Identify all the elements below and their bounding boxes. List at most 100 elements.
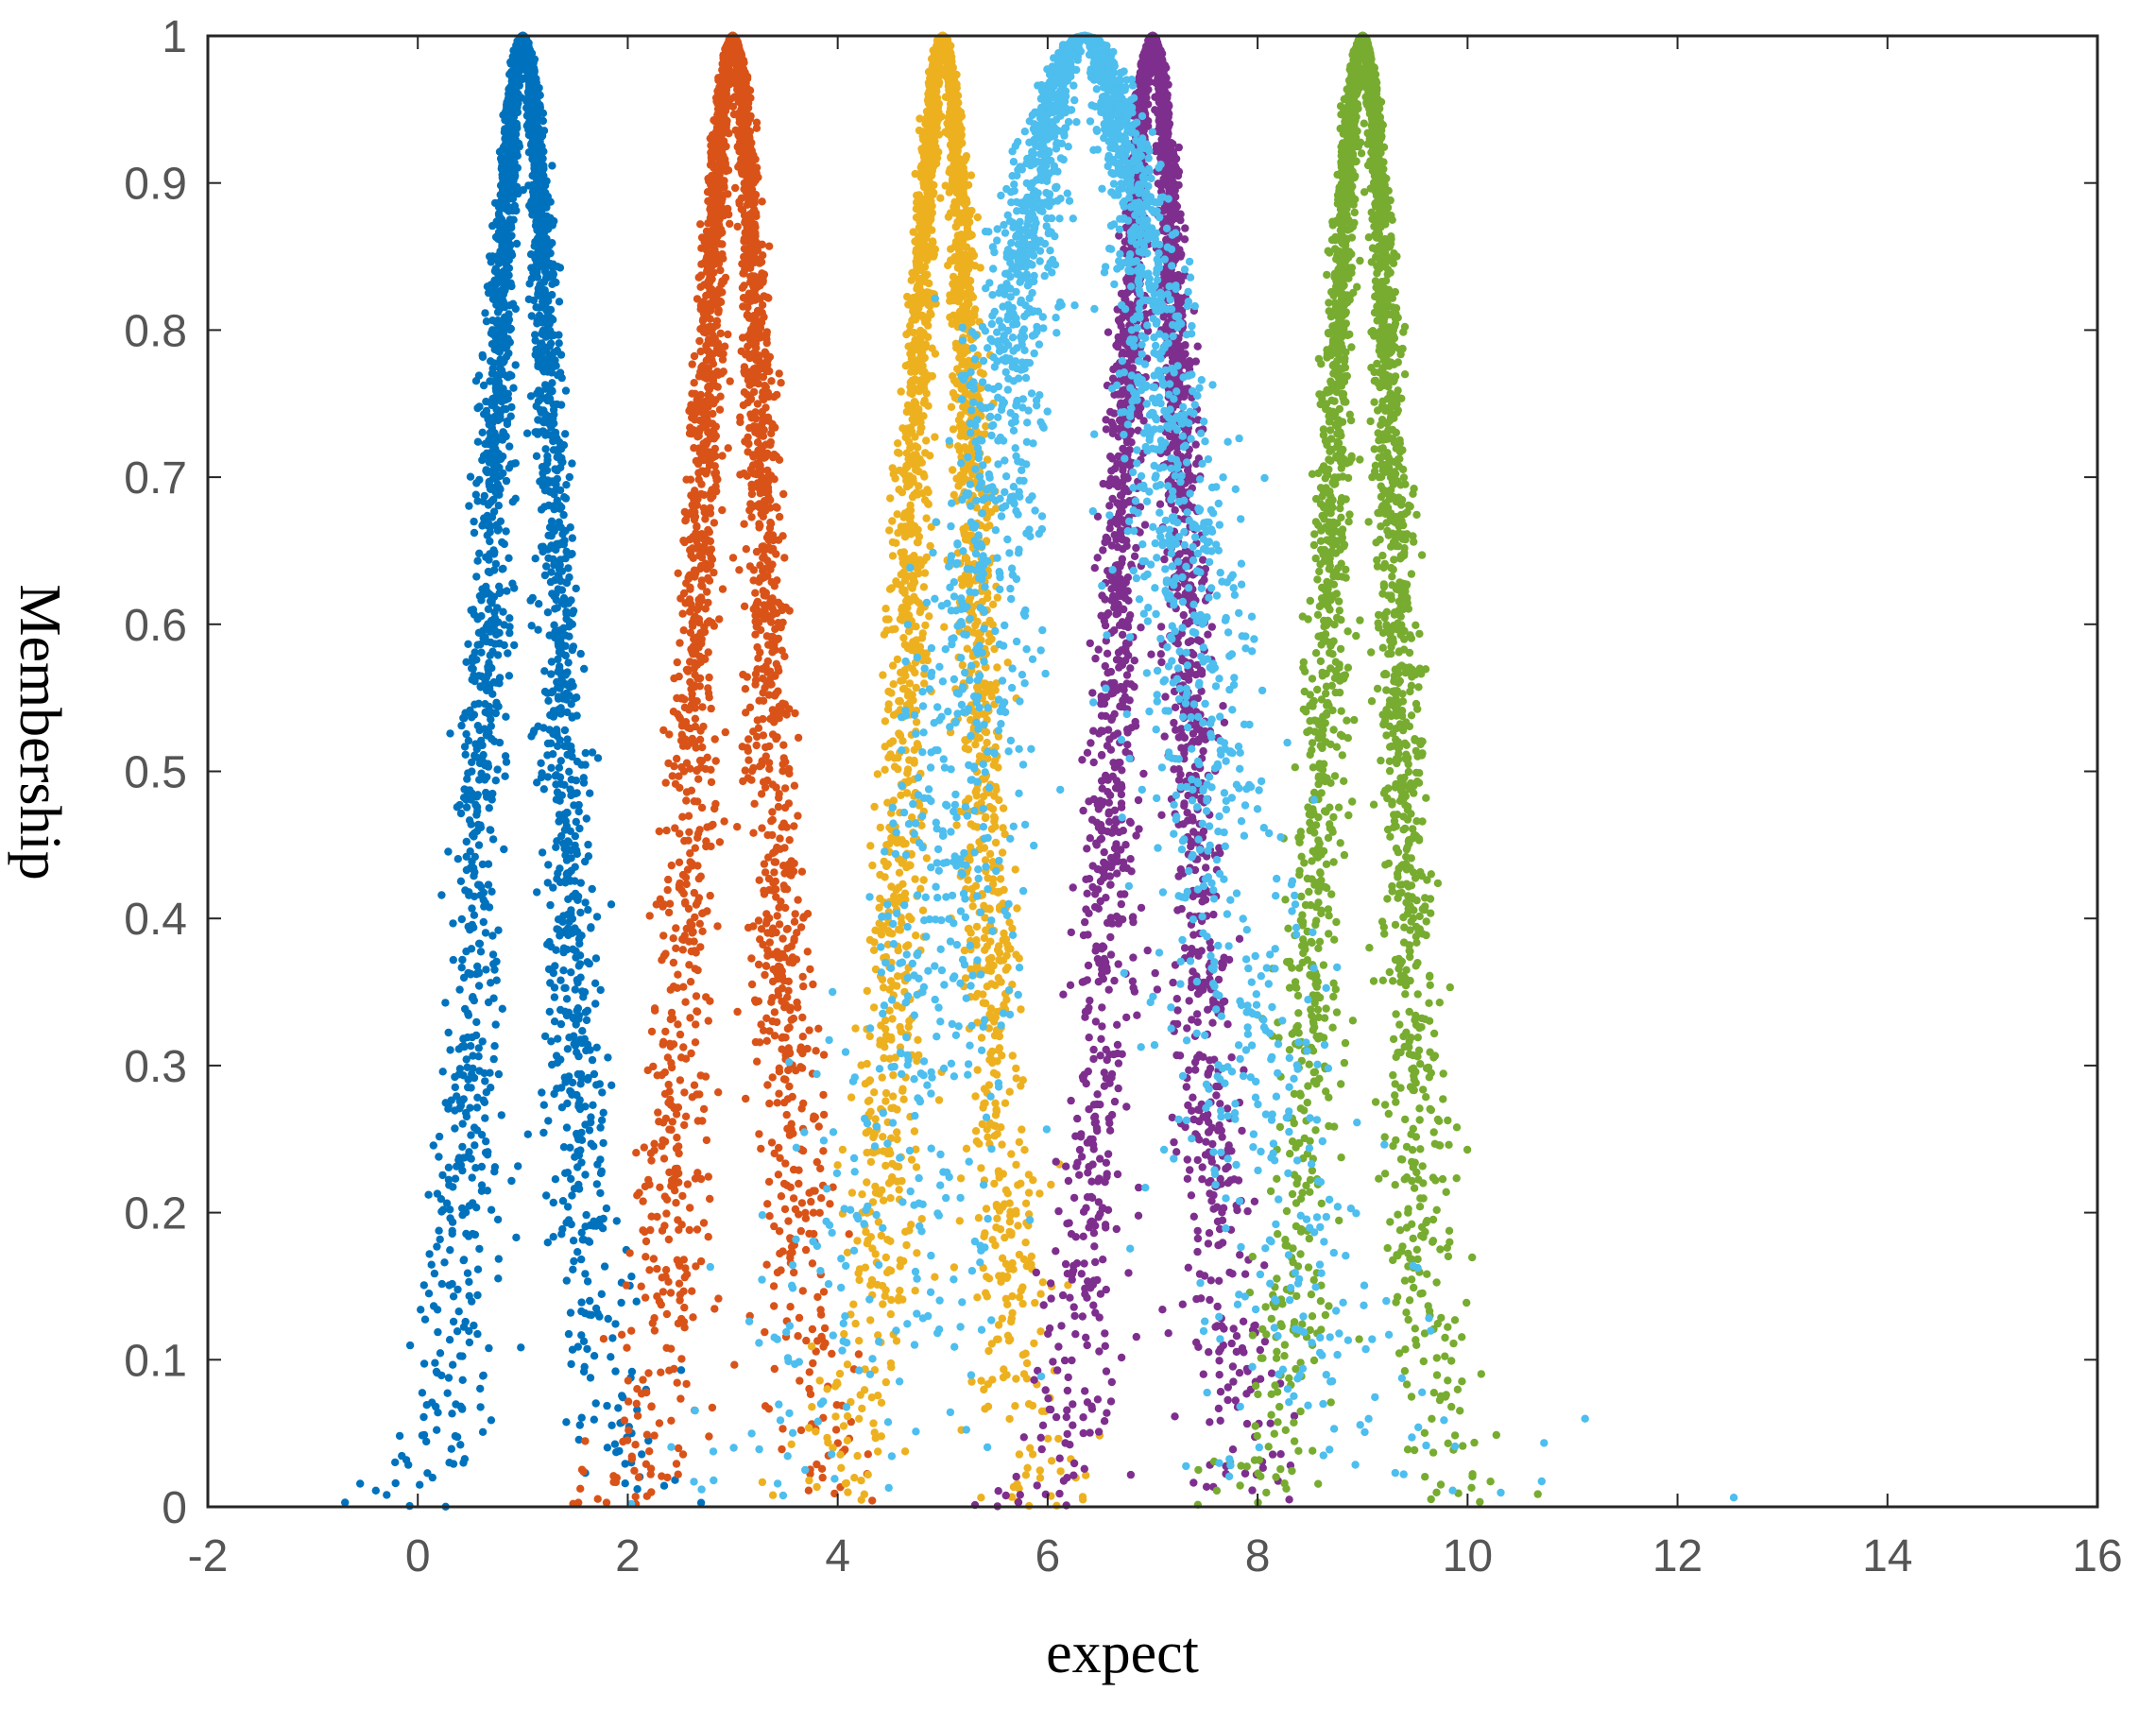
data-point (705, 673, 713, 682)
data-point (464, 1011, 473, 1019)
data-point (769, 1282, 779, 1290)
data-point (341, 1498, 350, 1507)
data-point (431, 1359, 439, 1367)
data-point (678, 1191, 687, 1201)
data-point (588, 1055, 597, 1065)
data-point (472, 1103, 482, 1112)
data-point (529, 77, 539, 86)
data-point (819, 1090, 828, 1100)
data-point (662, 826, 671, 835)
data-point (539, 303, 547, 312)
data-point (543, 940, 552, 948)
data-point (568, 914, 577, 923)
data-point (773, 843, 781, 852)
data-point (495, 589, 504, 598)
data-point (514, 1162, 522, 1171)
data-point (495, 738, 505, 747)
data-point (617, 1298, 625, 1307)
data-point (569, 1237, 578, 1245)
data-point (460, 743, 470, 751)
data-point (758, 197, 766, 206)
data-point (597, 1290, 606, 1299)
data-point (567, 1359, 575, 1369)
data-point (596, 1123, 605, 1132)
data-point (482, 317, 491, 326)
data-point (445, 1281, 453, 1290)
data-point (475, 759, 485, 768)
data-point (708, 1403, 717, 1412)
data-point (472, 1017, 481, 1027)
data-point (472, 656, 481, 664)
data-point (745, 505, 754, 515)
data-point (468, 758, 476, 767)
data-point (690, 351, 699, 361)
data-point (571, 985, 579, 994)
data-point (492, 449, 502, 457)
data-point (501, 140, 509, 149)
data-point (493, 765, 502, 774)
data-point (705, 1432, 713, 1441)
data-point (565, 875, 573, 884)
data-point (687, 786, 696, 795)
data-point (505, 442, 514, 451)
data-point (699, 1104, 709, 1114)
data-point (532, 452, 541, 460)
data-point (611, 1367, 620, 1376)
data-point (548, 710, 556, 719)
data-point (489, 1054, 498, 1064)
data-point (512, 1233, 521, 1242)
data-point (543, 879, 552, 887)
data-point (672, 924, 680, 932)
data-point (573, 1004, 583, 1013)
data-point (645, 1447, 654, 1456)
data-point (545, 326, 555, 335)
data-point (661, 778, 670, 787)
data-point (641, 1293, 650, 1302)
data-point (647, 1212, 656, 1221)
data-point (685, 1225, 693, 1235)
data-point (531, 254, 539, 264)
data-point (730, 1360, 739, 1369)
data-point (579, 778, 589, 787)
data-point (567, 791, 575, 800)
data-point (693, 1225, 702, 1234)
data-point (489, 484, 498, 492)
data-point (555, 565, 564, 573)
data-point (538, 769, 546, 778)
data-point (444, 847, 453, 856)
data-point (540, 381, 550, 389)
data-point (554, 667, 562, 676)
data-point (773, 1017, 781, 1027)
data-point (504, 649, 512, 658)
data-point (775, 1068, 784, 1076)
data-point (479, 750, 488, 760)
data-point (772, 689, 780, 698)
data-point (549, 1233, 557, 1241)
data-point (481, 309, 489, 317)
data-point (692, 456, 701, 466)
data-point (587, 1118, 595, 1127)
data-point (798, 1287, 807, 1295)
data-point (710, 804, 719, 813)
data-point (566, 1308, 575, 1317)
data-point (704, 648, 712, 657)
data-point (703, 753, 711, 761)
data-point (482, 1088, 490, 1097)
data-point (568, 1191, 576, 1200)
data-point (493, 325, 503, 333)
data-point (398, 1451, 406, 1461)
data-point (451, 1124, 459, 1133)
data-point (487, 498, 495, 507)
data-point (864, 1450, 872, 1459)
data-point (539, 427, 547, 436)
data-point (710, 1305, 719, 1313)
data-point (547, 658, 556, 666)
data-point (564, 924, 573, 932)
data-point (560, 726, 570, 735)
data-point (607, 1353, 615, 1361)
data-point (461, 1208, 471, 1217)
data-point (672, 1199, 680, 1207)
data-point (465, 502, 473, 510)
data-point (491, 370, 500, 380)
data-point (581, 1171, 590, 1179)
